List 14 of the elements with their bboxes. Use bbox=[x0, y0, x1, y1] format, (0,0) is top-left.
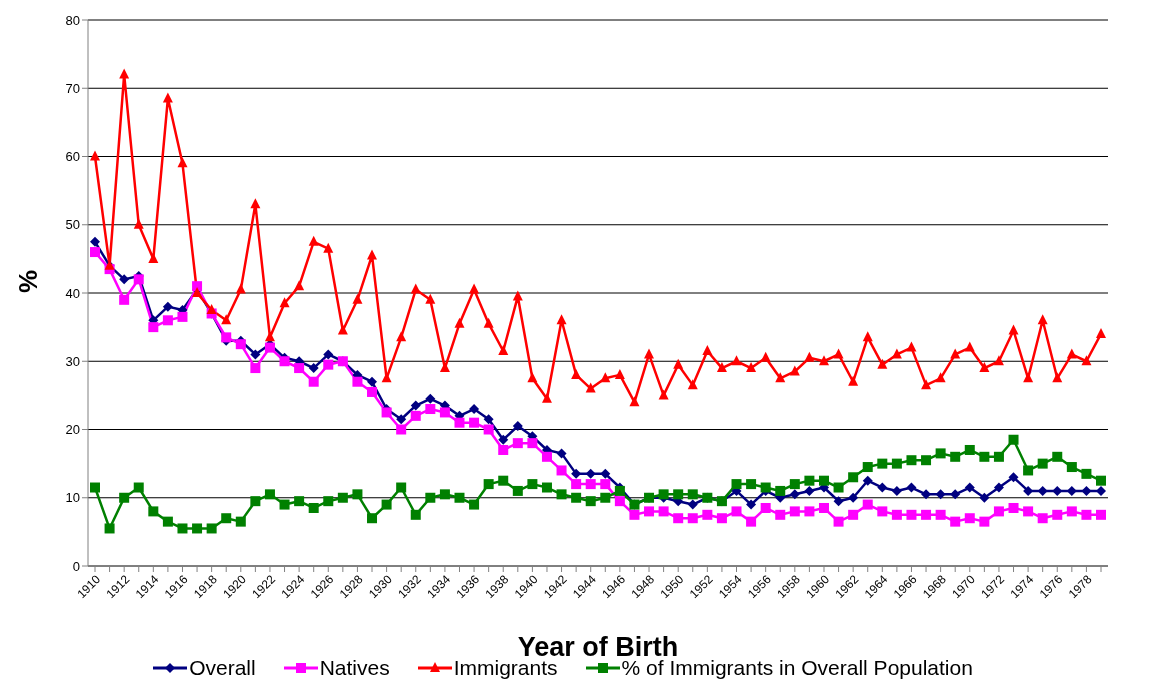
y-axis-title: % bbox=[13, 269, 44, 293]
y-tick-label: 40 bbox=[65, 285, 80, 301]
legend-label: % of Immigrants in Overall Population bbox=[621, 656, 973, 680]
y-tick-label: 30 bbox=[65, 353, 80, 369]
y-tick-label: 60 bbox=[65, 149, 80, 165]
y-tick-label: 80 bbox=[65, 12, 80, 28]
y-tick-label: 0 bbox=[72, 558, 80, 574]
legend-label: Natives bbox=[319, 656, 390, 680]
legend-label: Overall bbox=[189, 656, 256, 680]
y-tick-label: 20 bbox=[65, 422, 80, 438]
y-tick-label: 50 bbox=[65, 217, 80, 233]
y-tick-label: 10 bbox=[65, 490, 80, 506]
y-tick-label: 70 bbox=[65, 80, 80, 96]
legend-label: Immigrants bbox=[453, 656, 558, 680]
